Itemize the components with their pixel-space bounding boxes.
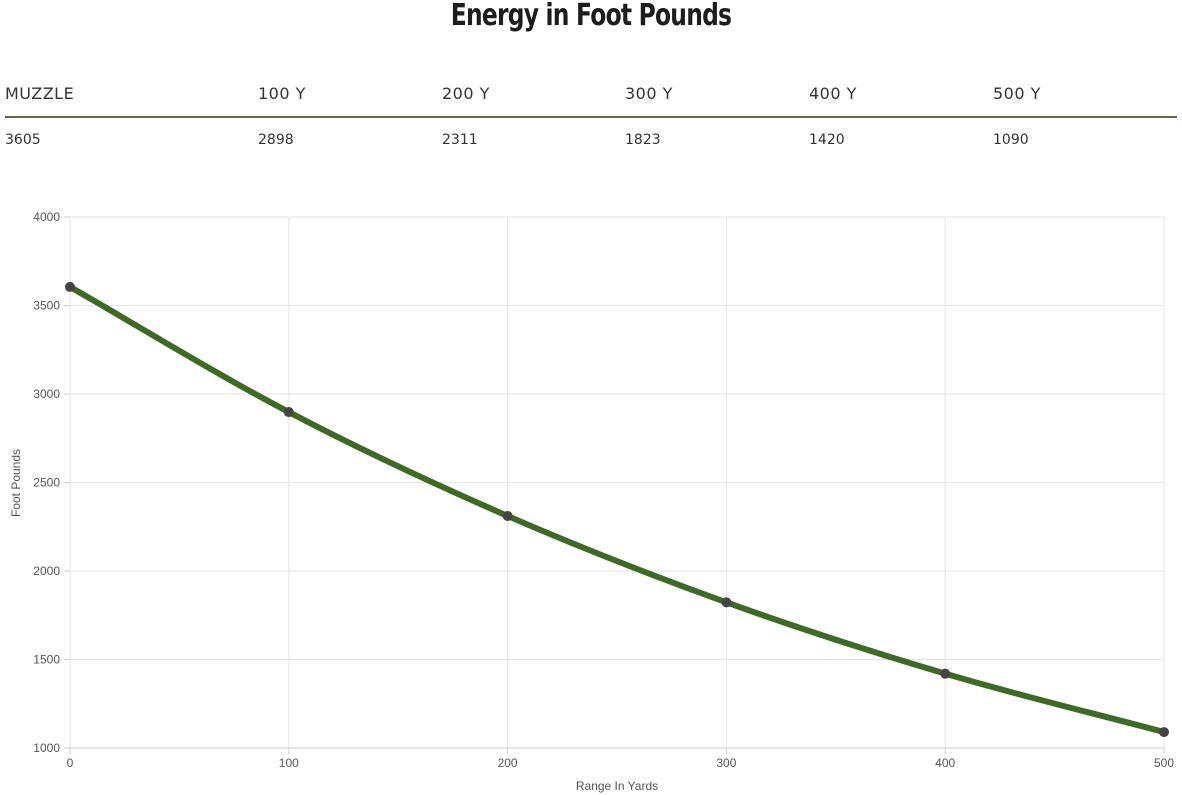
value-400y: 1420: [809, 132, 845, 148]
y-tick-label: 1000: [33, 741, 60, 755]
y-tick-label: 2500: [33, 476, 60, 490]
col-header-500y: 500 Y: [993, 84, 1041, 103]
value-500y: 1090: [993, 132, 1029, 148]
value-muzzle: 3605: [5, 132, 41, 148]
col-header-100y: 100 Y: [258, 84, 306, 103]
data-point: [283, 407, 294, 418]
x-tick-label: 0: [67, 756, 74, 770]
y-axis-title: Foot Pounds: [9, 449, 23, 517]
point-layer: [65, 281, 1169, 738]
series-layer: [67, 283, 1167, 736]
x-tick-label: 300: [716, 756, 736, 770]
data-point: [721, 597, 732, 608]
col-header-200y: 200 Y: [442, 84, 490, 103]
page-title: Energy in Foot Pounds: [450, 0, 732, 33]
data-point: [65, 281, 75, 292]
y-tick-label: 3500: [33, 299, 60, 313]
data-point: [502, 510, 513, 521]
value-100y: 2898: [258, 132, 294, 148]
x-axis-title: Range In Yards: [576, 779, 658, 793]
col-header-muzzle: MUZZLE: [5, 84, 75, 103]
x-tick-label: 200: [498, 756, 518, 770]
series-line: [67, 283, 1167, 736]
grid-layer: [69, 216, 1165, 749]
y-tick-label: 1500: [33, 653, 60, 667]
x-tick-label: 500: [1154, 756, 1174, 770]
y-tick-label: 2000: [33, 564, 60, 578]
x-tick-label: 100: [279, 756, 299, 770]
value-200y: 2311: [442, 132, 478, 148]
energy-line-chart: 1000 1500 2000 2500 3000 3500 4000 0 100 200 300 40…: [9, 210, 1174, 793]
col-header-300y: 300 Y: [625, 84, 673, 103]
value-300y: 1823: [625, 132, 661, 148]
axis-layer: 1000 1500 2000 2500 3000 3500 4000 0 100 200 300 40…: [33, 210, 1174, 770]
data-point: [1159, 727, 1169, 738]
data-point: [940, 668, 951, 679]
y-tick-label: 4000: [33, 210, 60, 224]
table-value-row: 3605 2898 2311 1823 1420 1090: [5, 118, 1177, 164]
col-header-400y: 400 Y: [809, 84, 857, 103]
energy-table: MUZZLE 100 Y 200 Y 300 Y 400 Y 500 Y 360…: [5, 78, 1177, 164]
y-tick-label: 3000: [33, 387, 60, 401]
x-tick-label: 400: [935, 756, 955, 770]
table-header-row: MUZZLE 100 Y 200 Y 300 Y 400 Y 500 Y: [5, 78, 1177, 118]
